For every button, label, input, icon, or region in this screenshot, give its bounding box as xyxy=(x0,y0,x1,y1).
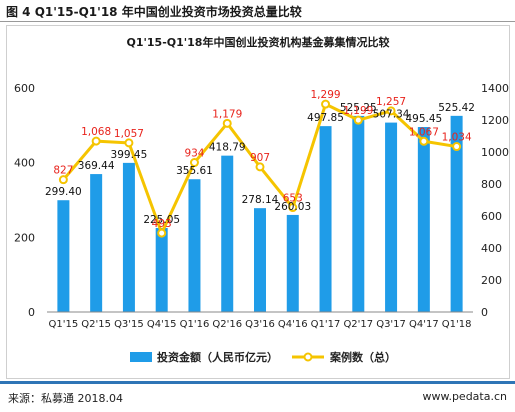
bar-value-label: 278.14 xyxy=(242,194,279,206)
source-divider xyxy=(0,381,515,384)
line-point xyxy=(124,138,134,148)
y-left-tick-label: 400 xyxy=(14,157,35,170)
bar xyxy=(188,179,201,312)
y-right-tick-label: 0 xyxy=(481,306,488,319)
bar xyxy=(122,162,135,312)
line-point xyxy=(189,158,199,168)
bar xyxy=(352,115,365,312)
bar xyxy=(155,227,168,312)
chart-title: Q1'15-Q1'18年中国创业投资机构基金募集情况比较 xyxy=(127,35,390,49)
legend: 投资金额（人民币亿元） 案例数（总） xyxy=(130,350,396,364)
y-right-tick-label: 1000 xyxy=(481,146,509,159)
line-value-label: 1,068 xyxy=(81,126,111,138)
bar-value-label: 507.34 xyxy=(373,109,410,121)
bar-value-label: 225.05 xyxy=(143,214,180,226)
line-value-label: 907 xyxy=(250,152,270,164)
line-point xyxy=(222,118,232,128)
y-left-tick-label: 600 xyxy=(14,82,35,95)
legend-label-bars: 投资金额（人民币亿元） xyxy=(157,350,278,364)
bar-value-label: 399.45 xyxy=(111,149,148,161)
legend-label-line: 案例数（总） xyxy=(329,350,396,364)
y-right-tick-label: 1400 xyxy=(481,82,509,95)
bar-value-label: 525.42 xyxy=(438,102,475,114)
x-tick-label: Q2'15 xyxy=(81,319,111,330)
line-point xyxy=(157,228,167,238)
line-point xyxy=(321,99,331,109)
bar-value-label: 299.40 xyxy=(45,186,82,198)
line-point xyxy=(419,136,429,146)
line-value-label: 1,257 xyxy=(376,96,406,108)
bars-layer xyxy=(57,115,463,312)
line-value-label: 1,179 xyxy=(212,108,242,120)
bar-value-label: 369.44 xyxy=(78,160,115,172)
line-value-label: 827 xyxy=(53,165,73,177)
line-point xyxy=(91,136,101,146)
bar xyxy=(254,208,266,312)
line-point xyxy=(255,162,265,172)
x-tick-label: Q2'17 xyxy=(343,319,373,330)
line-point xyxy=(386,106,396,116)
figure-title: 图 4 Q1'15-Q1'18 年中国创业投资市场投资总量比较 xyxy=(6,5,302,19)
bar xyxy=(385,122,398,312)
x-tick-label: Q1'16 xyxy=(180,319,210,330)
bar-value-label: 525.25 xyxy=(340,102,377,114)
y-right-tick-label: 400 xyxy=(481,242,502,255)
line-value-label: 1,299 xyxy=(311,89,341,101)
y-left-tick-label: 200 xyxy=(14,231,35,244)
line-point xyxy=(58,175,68,185)
x-tick-label: Q2'16 xyxy=(212,319,242,330)
legend-marker-line xyxy=(303,352,313,362)
bar-value-label: 355.61 xyxy=(176,165,213,177)
chart-canvas: Q1'15-Q1'18年中国创业投资机构基金募集情况比较 02004006000… xyxy=(14,35,509,364)
x-tick-label: Q4'15 xyxy=(147,319,177,330)
line-value-label: 493 xyxy=(152,218,172,230)
line-value-label: 1,199 xyxy=(343,105,373,117)
y-left-tick-label: 0 xyxy=(28,306,35,319)
bar xyxy=(286,214,299,312)
bar xyxy=(221,155,234,312)
chart-frame xyxy=(6,25,510,379)
bar xyxy=(319,126,332,312)
x-tick-label: Q3'16 xyxy=(245,319,275,330)
x-tick-label: Q1'15 xyxy=(49,319,79,330)
bar-value-label: 260.03 xyxy=(274,201,311,213)
line-value-label: 653 xyxy=(283,193,303,205)
line-point xyxy=(353,115,363,125)
legend-swatch-bars xyxy=(130,352,152,362)
line-value-label: 1,034 xyxy=(442,132,472,144)
y-right-tick-label: 600 xyxy=(481,210,502,223)
line-value-label: 934 xyxy=(184,148,204,160)
line-point xyxy=(452,142,462,152)
bar-value-label: 497.85 xyxy=(307,112,344,124)
source-note: 来源：私募通 2018.04 xyxy=(8,392,123,405)
y-right-tick-label: 200 xyxy=(481,274,502,287)
y-right-tick-label: 800 xyxy=(481,178,502,191)
y-right-tick-label: 1200 xyxy=(481,114,509,127)
title-divider xyxy=(0,21,515,22)
line-point xyxy=(288,203,298,213)
bar-value-label: 418.79 xyxy=(209,142,246,154)
bar xyxy=(417,127,430,312)
x-tick-label: Q4'17 xyxy=(409,319,439,330)
bar xyxy=(90,174,103,312)
axes-layer: 0 200 400 600 0 200 400 600 800 1000 1200 1400 Q1'15… xyxy=(14,82,509,330)
x-tick-label: Q1'18 xyxy=(442,319,472,330)
x-tick-label: Q1'17 xyxy=(311,319,341,330)
x-tick-label: Q4'16 xyxy=(278,319,308,330)
bar xyxy=(450,115,463,312)
line-layer xyxy=(58,99,462,238)
line-value-label: 1,057 xyxy=(114,128,144,140)
bar xyxy=(57,200,70,312)
bar-value-label: 495.45 xyxy=(405,113,442,125)
x-tick-label: Q3'17 xyxy=(376,319,406,330)
x-tick-label: Q3'15 xyxy=(114,319,144,330)
source-url: www.pedata.cn xyxy=(422,390,507,403)
line-value-label: 1,067 xyxy=(409,126,439,138)
